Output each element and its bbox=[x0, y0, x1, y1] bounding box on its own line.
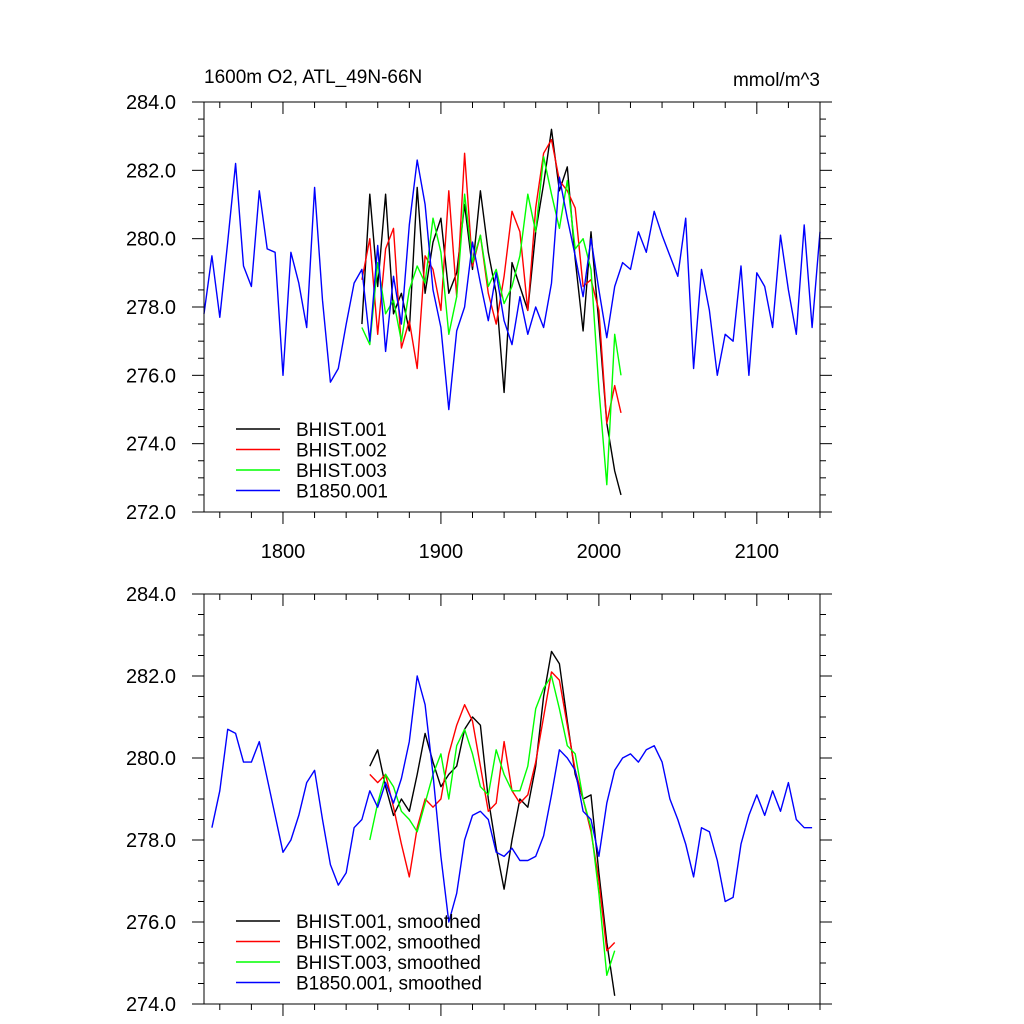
y-tick-label: 276.0 bbox=[126, 365, 176, 387]
series-line-b1850-001 bbox=[203, 159, 821, 411]
x-tick-label: 1800 bbox=[261, 541, 306, 563]
legend-label: BHIST.001, smoothed bbox=[296, 912, 481, 933]
plot-frame-top bbox=[203, 101, 821, 513]
series-line-bhist-001 bbox=[361, 128, 622, 496]
y-tick-label: 274.0 bbox=[126, 994, 176, 1016]
series-group-bottom bbox=[211, 650, 813, 996]
y-tick-label: 284.0 bbox=[126, 92, 176, 114]
tick-marks-bottom bbox=[192, 593, 832, 1016]
series-line-bhist-002-smoothed bbox=[369, 671, 616, 952]
y-tick-label: 280.0 bbox=[126, 229, 176, 251]
legend-label: B1850.001, smoothed bbox=[296, 974, 482, 995]
y-tick-label: 282.0 bbox=[126, 666, 176, 688]
plot-frame-bottom bbox=[203, 593, 821, 1005]
y-tick-label: 274.0 bbox=[126, 434, 176, 456]
series-line-bhist-003 bbox=[361, 155, 622, 486]
y-tick-labels-top: 272.0 274.0 276.0 278.0 280.0 282.0 284.0 bbox=[126, 92, 176, 524]
y-tick-label: 276.0 bbox=[126, 912, 176, 934]
x-tick-label: 1900 bbox=[419, 541, 464, 563]
legend-label: BHIST.001 bbox=[296, 420, 387, 441]
x-tick-label: 2000 bbox=[577, 541, 622, 563]
y-tick-label: 272.0 bbox=[126, 502, 176, 524]
units-label: mmol/m^3 bbox=[733, 70, 820, 91]
y-tick-label: 282.0 bbox=[126, 160, 176, 182]
y-tick-label: 284.0 bbox=[126, 584, 176, 606]
y-tick-labels-bottom: 274.0 276.0 278.0 280.0 282.0 284.0 bbox=[126, 584, 176, 1016]
legend-label: BHIST.003, smoothed bbox=[296, 953, 481, 974]
x-tick-labels-top: 1800 1900 2000 2100 bbox=[261, 541, 779, 563]
series-line-b1850-001-smoothed bbox=[211, 675, 813, 923]
chart-panel-top: 1600m O2, ATL_49N-66N mmol/m^3 272.0 274.… bbox=[126, 67, 832, 563]
legend-label: B1850.001 bbox=[296, 482, 388, 503]
y-tick-label: 278.0 bbox=[126, 830, 176, 852]
chart-panel-bottom: 274.0 276.0 278.0 280.0 282.0 284.0 BHIST.001… bbox=[126, 584, 832, 1016]
series-line-bhist-003-smoothed bbox=[369, 675, 616, 976]
legend-label: BHIST.003 bbox=[296, 461, 387, 482]
legend-label: BHIST.002, smoothed bbox=[296, 933, 481, 954]
y-tick-label: 278.0 bbox=[126, 297, 176, 319]
chart-title: 1600m O2, ATL_49N-66N bbox=[204, 67, 422, 88]
tick-marks-top bbox=[192, 101, 832, 524]
x-tick-label: 2100 bbox=[735, 541, 780, 563]
series-line-bhist-002 bbox=[361, 138, 622, 424]
legend-label: BHIST.002 bbox=[296, 441, 387, 462]
series-group-top bbox=[203, 128, 821, 496]
y-tick-label: 280.0 bbox=[126, 748, 176, 770]
